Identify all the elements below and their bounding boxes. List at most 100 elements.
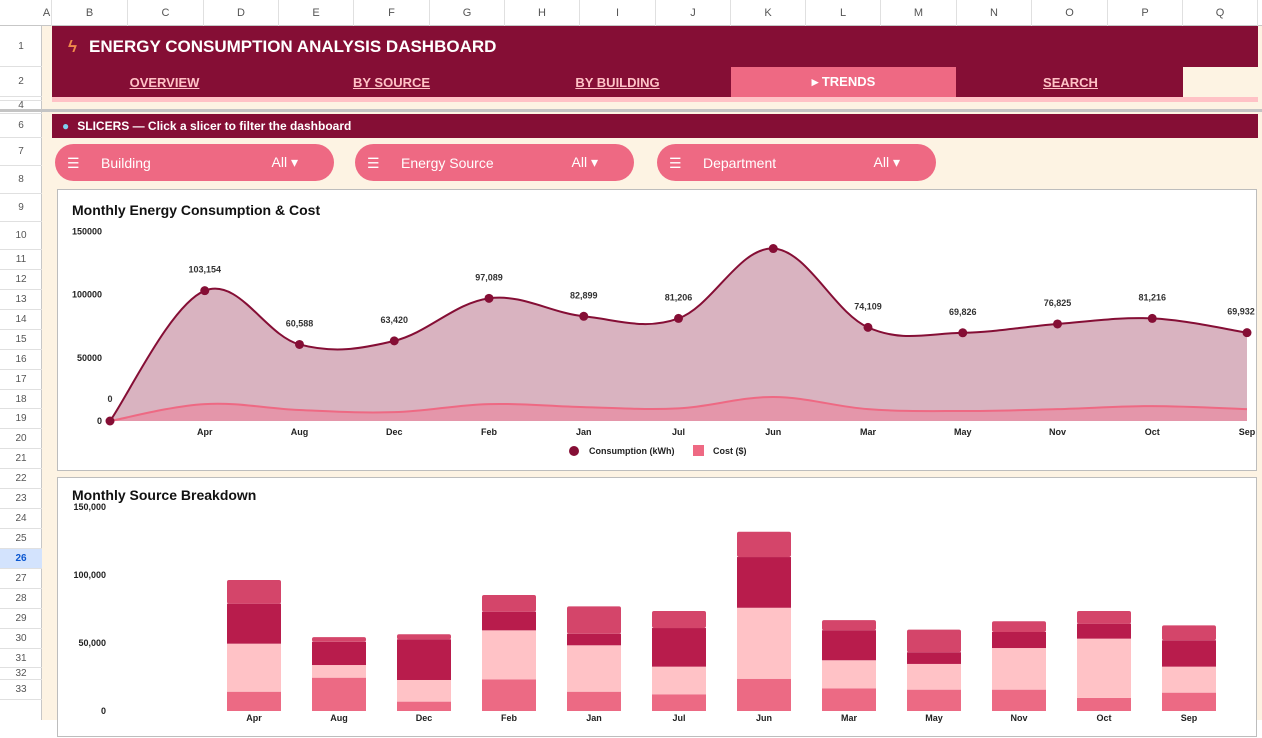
legend-consumption-marker: [569, 446, 579, 456]
slicer-department[interactable]: ☰ Department All ▾: [657, 144, 936, 181]
tab-search[interactable]: SEARCH: [1043, 74, 1098, 90]
bar-segment: [737, 678, 791, 711]
row-header-12[interactable]: 12: [0, 270, 42, 290]
column-header-P[interactable]: P: [1108, 0, 1183, 26]
bar-segment: [992, 621, 1046, 632]
column-header-O[interactable]: O: [1032, 0, 1108, 26]
bar-segment: [1077, 611, 1131, 624]
row-header-6[interactable]: 6: [0, 114, 42, 138]
dashboard-title-bar: ϟ ENERGY CONSUMPTION ANALYSIS DASHBOARD: [52, 26, 1258, 67]
column-header-N[interactable]: N: [957, 0, 1032, 26]
slicer-energy-source[interactable]: ☰ Energy Source All ▾: [355, 144, 634, 181]
column-header-Q[interactable]: Q: [1183, 0, 1258, 26]
row-header-18[interactable]: 18: [0, 390, 42, 409]
row-header-3[interactable]: [0, 97, 42, 101]
bar-segment: [227, 643, 281, 692]
bar-segment: [567, 606, 621, 634]
bar-segment: [1162, 625, 1216, 641]
chart-title: Monthly Energy Consumption & Cost: [72, 202, 321, 218]
row-header-11[interactable]: 11: [0, 250, 42, 270]
tab-by-source[interactable]: BY SOURCE: [352, 74, 431, 90]
row-header-29[interactable]: 29: [0, 609, 42, 629]
column-header-K[interactable]: K: [731, 0, 806, 26]
bar-chart-svg: 0 50,000 100,000 150,000 Apr Aug Dec Feb Jan Jul J…: [73, 502, 1216, 723]
x-tick-label: Jan: [586, 713, 602, 723]
column-header-A[interactable]: A: [42, 0, 52, 26]
column-header-J[interactable]: J: [656, 0, 731, 26]
bar-segment: [567, 645, 621, 692]
row-header-20[interactable]: 20: [0, 429, 42, 449]
row-header-8[interactable]: 8: [0, 166, 42, 194]
column-header-L[interactable]: L: [806, 0, 881, 26]
row-header-15[interactable]: 15: [0, 330, 42, 350]
bar-segment: [567, 633, 621, 646]
bar-segment: [992, 631, 1046, 649]
row-header-14[interactable]: 14: [0, 310, 42, 330]
tab-trends[interactable]: ▸ TRENDS: [731, 67, 956, 97]
column-header-F[interactable]: F: [354, 0, 430, 26]
bar-segment: [1077, 638, 1131, 698]
row-header-30[interactable]: 30: [0, 629, 42, 649]
slicer-value-dropdown[interactable]: All ▾: [271, 154, 298, 170]
column-header-B[interactable]: B: [52, 0, 128, 26]
tab-overview[interactable]: OVERVIEW: [129, 74, 200, 90]
row-header-21[interactable]: 21: [0, 449, 42, 469]
row-header-19[interactable]: 19: [0, 409, 42, 429]
row-header-28[interactable]: 28: [0, 589, 42, 609]
row-header-5[interactable]: [0, 110, 42, 114]
x-tick-label: Dec: [386, 427, 403, 437]
column-header-E[interactable]: E: [279, 0, 354, 26]
consumption-cost-chart[interactable]: Monthly Energy Consumption & Cost 0 50000…: [57, 189, 1257, 471]
bar-segment: [567, 691, 621, 711]
tab-by-building[interactable]: BY BUILDING: [575, 74, 660, 90]
row-header-2[interactable]: 2: [0, 67, 42, 97]
row-header-16[interactable]: 16: [0, 350, 42, 370]
row-header-13[interactable]: 13: [0, 290, 42, 310]
column-header-I[interactable]: I: [580, 0, 656, 26]
bar-segment: [312, 637, 366, 642]
column-header-H[interactable]: H: [505, 0, 580, 26]
y-tick-label: 50,000: [78, 638, 106, 648]
x-tick-label: Sep: [1239, 427, 1256, 437]
row-header-26[interactable]: 26: [0, 549, 42, 569]
slicer-value-dropdown[interactable]: All ▾: [873, 154, 900, 170]
row-header-27[interactable]: 27: [0, 569, 42, 589]
area-chart-svg: 0 50000 100000 150000 0 103,154 60,588 63,420 97…: [72, 227, 1256, 456]
row-header-17[interactable]: 17: [0, 370, 42, 390]
slicer-building[interactable]: ☰ Building All ▾: [55, 144, 334, 181]
bar-segment: [907, 689, 961, 711]
bar-segment: [227, 691, 281, 711]
bar-segment: [397, 679, 451, 702]
data-label: 60,588: [286, 318, 314, 328]
row-header-1[interactable]: 1: [0, 26, 42, 67]
row-header-9[interactable]: 9: [0, 194, 42, 222]
bar-segment: [737, 607, 791, 679]
bar-segment: [652, 611, 706, 629]
legend-cost-marker: [693, 445, 704, 456]
freeze-pane-divider[interactable]: [0, 109, 1262, 112]
y-tick-label: 0: [101, 706, 106, 716]
column-header-C[interactable]: C: [128, 0, 204, 26]
source-breakdown-chart[interactable]: Monthly Source Breakdown 0 50,000 100,000 1…: [57, 477, 1257, 737]
filter-icon: ☰: [669, 154, 682, 171]
x-tick-label: Jul: [672, 713, 685, 723]
data-label: 0: [107, 394, 112, 404]
row-header-24[interactable]: 24: [0, 509, 42, 529]
row-header-23[interactable]: 23: [0, 489, 42, 509]
row-header-22[interactable]: 22: [0, 469, 42, 489]
row-header-25[interactable]: 25: [0, 529, 42, 549]
row-header-33[interactable]: 33: [0, 680, 42, 700]
x-tick-label: May: [954, 427, 972, 437]
consumption-point: [1242, 328, 1252, 338]
row-header-31[interactable]: 31: [0, 649, 42, 668]
column-header-G[interactable]: G: [430, 0, 505, 26]
slicer-value-dropdown[interactable]: All ▾: [571, 154, 598, 170]
data-label: 103,154: [188, 265, 221, 275]
bar-segment: [652, 628, 706, 667]
column-header-D[interactable]: D: [204, 0, 279, 26]
x-tick-label: Sep: [1181, 713, 1198, 723]
row-header-7[interactable]: 7: [0, 138, 42, 166]
row-header-10[interactable]: 10: [0, 222, 42, 250]
row-header-32[interactable]: 32: [0, 668, 42, 680]
column-header-M[interactable]: M: [881, 0, 957, 26]
